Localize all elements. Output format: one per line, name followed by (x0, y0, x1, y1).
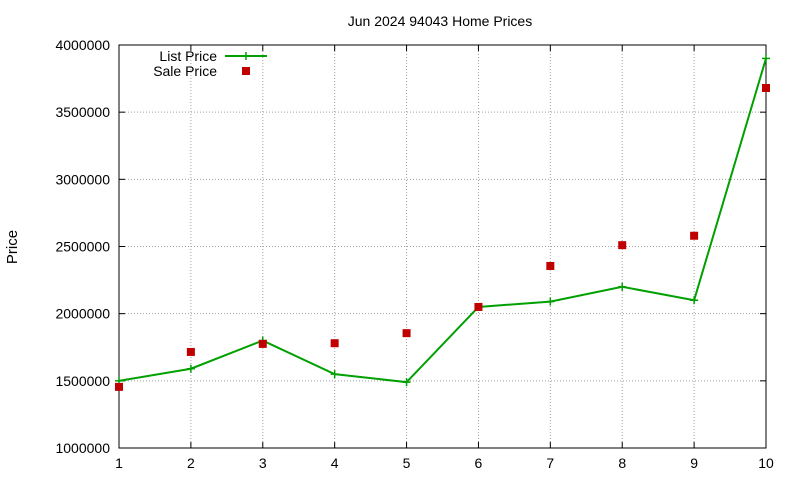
grid-lines (119, 45, 766, 448)
x-tick-label: 9 (690, 455, 698, 471)
x-tick-label: 5 (403, 455, 411, 471)
y-tick-label: 3500000 (55, 104, 110, 120)
y-tick-label: 1000000 (55, 440, 110, 456)
x-tick-label: 8 (618, 455, 626, 471)
sale-price-point (330, 339, 339, 348)
list-price-point (546, 297, 555, 306)
legend-marker-sale-price (242, 67, 250, 75)
sale-price-point (115, 382, 123, 391)
sale-price-point (546, 261, 555, 270)
y-axis-label: Price (4, 230, 21, 264)
chart-title: Jun 2024 94043 Home Prices (348, 13, 532, 29)
list-price-point (762, 54, 770, 63)
list-price-point (618, 282, 627, 291)
x-tick-label: 6 (475, 455, 483, 471)
x-tick-label: 1 (115, 455, 123, 471)
axis-ticks: 1000000 1500000 2000000 2500000 3000000 35000… (55, 37, 774, 471)
sale-price-point (762, 83, 770, 92)
list-price-line (118, 58, 767, 384)
x-tick-label: 3 (259, 455, 267, 471)
x-tick-label: 2 (187, 455, 195, 471)
sale-price-point (690, 231, 699, 240)
legend: List Price Sale Price (153, 48, 267, 79)
sale-price-point (618, 241, 627, 250)
sale-price-point (258, 339, 267, 348)
y-tick-label: 4000000 (55, 37, 110, 53)
list-price-point (690, 296, 699, 305)
sale-price-point (402, 329, 411, 338)
x-tick-label: 10 (758, 455, 774, 471)
y-tick-label: 3000000 (55, 171, 110, 187)
y-tick-label: 2000000 (55, 306, 110, 322)
list-price-point (330, 370, 339, 379)
sale-price-point (474, 302, 483, 311)
legend-marker-list-price (242, 52, 250, 60)
list-price-point (186, 364, 195, 373)
y-tick-label: 2500000 (55, 239, 110, 255)
legend-label-sale-price: Sale Price (153, 63, 217, 79)
x-tick-label: 7 (546, 455, 554, 471)
y-tick-label: 1500000 (55, 373, 110, 389)
x-tick-label: 4 (331, 455, 339, 471)
sale-price-point (186, 347, 195, 356)
legend-label-list-price: List Price (159, 48, 217, 64)
list-price-point (402, 378, 411, 387)
data-series (115, 54, 770, 391)
